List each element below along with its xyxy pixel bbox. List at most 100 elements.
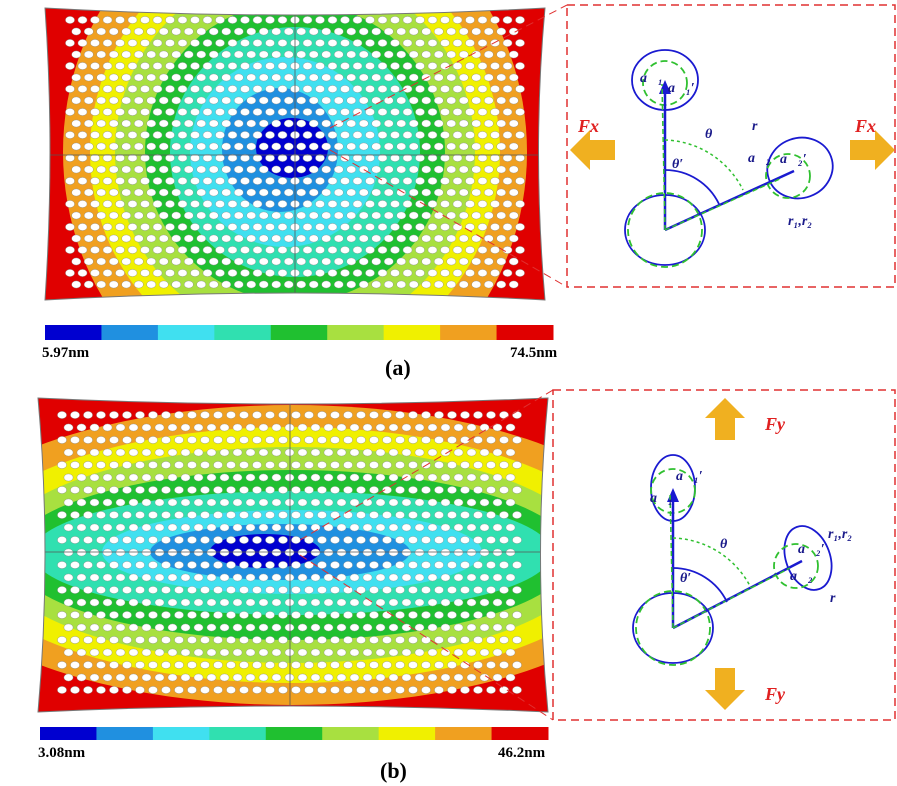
hole: [512, 411, 521, 418]
hole: [209, 258, 218, 265]
hole: [334, 28, 343, 35]
hole: [340, 223, 349, 230]
hole: [459, 120, 468, 127]
hole: [259, 143, 268, 150]
hole: [382, 436, 391, 443]
hole: [259, 599, 268, 606]
hole: [317, 486, 326, 493]
hole: [363, 424, 372, 431]
hole: [247, 51, 256, 58]
hole: [122, 611, 131, 618]
hole: [303, 108, 312, 115]
hole: [197, 143, 206, 150]
hole: [434, 486, 443, 493]
hole: [190, 16, 199, 23]
hole: [259, 120, 268, 127]
hole: [246, 449, 255, 456]
hole: [512, 561, 521, 568]
hole: [259, 235, 268, 242]
hole: [228, 108, 237, 115]
hole: [153, 108, 162, 115]
hole: [200, 661, 209, 668]
hole: [161, 511, 170, 518]
hole: [317, 436, 326, 443]
hole: [408, 686, 417, 693]
hole: [297, 74, 306, 81]
hole: [134, 212, 143, 219]
hole: [153, 177, 162, 184]
hole: [83, 586, 92, 593]
hole: [317, 411, 326, 418]
hole: [184, 74, 193, 81]
hole: [315, 200, 324, 207]
hole: [161, 561, 170, 568]
hole: [408, 611, 417, 618]
hole: [70, 511, 79, 518]
hole: [265, 511, 274, 518]
hole: [142, 474, 151, 481]
force-label: Fx: [854, 116, 876, 136]
hole: [493, 499, 502, 506]
diagram-label: θ: [720, 537, 728, 552]
hole: [499, 436, 508, 443]
hole: [159, 120, 168, 127]
hole: [209, 74, 218, 81]
hole: [324, 549, 333, 556]
hole: [240, 154, 249, 161]
hole: [328, 16, 337, 23]
hole: [228, 62, 237, 69]
hole: [422, 258, 431, 265]
hole: [272, 524, 281, 531]
hole: [291, 511, 300, 518]
hole: [440, 16, 449, 23]
hole: [203, 200, 212, 207]
hole: [447, 189, 456, 196]
diagram-label: a⃗₁′: [676, 469, 703, 484]
hole: [389, 649, 398, 656]
hole: [142, 674, 151, 681]
hole: [159, 189, 168, 196]
hole: [297, 281, 306, 288]
hole: [402, 624, 411, 631]
hole: [359, 51, 368, 58]
hole: [153, 62, 162, 69]
hole: [184, 235, 193, 242]
hole: [473, 411, 482, 418]
hole: [109, 28, 118, 35]
hole: [265, 436, 274, 443]
hole: [142, 424, 151, 431]
hole: [506, 499, 515, 506]
hole: [311, 599, 320, 606]
hole: [499, 636, 508, 643]
hole: [278, 536, 287, 543]
hole: [222, 212, 231, 219]
hole: [168, 649, 177, 656]
hole: [77, 449, 86, 456]
hole: [337, 599, 346, 606]
hole: [122, 189, 131, 196]
hole: [343, 511, 352, 518]
hole: [285, 449, 294, 456]
hole: [247, 281, 256, 288]
hole: [403, 39, 412, 46]
hole: [497, 120, 506, 127]
hole: [159, 51, 168, 58]
hole: [181, 474, 190, 481]
hole: [168, 574, 177, 581]
hole: [409, 28, 418, 35]
hole: [209, 51, 218, 58]
hole: [203, 131, 212, 138]
hole: [96, 436, 105, 443]
hole: [215, 108, 224, 115]
hole: [408, 461, 417, 468]
hole: [90, 674, 99, 681]
hole: [304, 461, 313, 468]
hole: [259, 74, 268, 81]
hole: [213, 461, 222, 468]
hole: [142, 524, 151, 531]
hole: [460, 486, 469, 493]
hole: [252, 461, 261, 468]
hole: [84, 74, 93, 81]
hole: [109, 536, 118, 543]
hole: [447, 235, 456, 242]
